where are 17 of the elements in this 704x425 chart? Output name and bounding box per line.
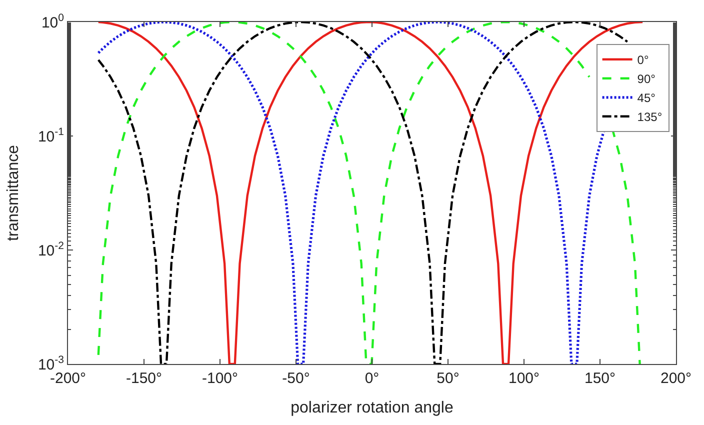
y-tick-label: 10$^{-2}$ <box>38 240 64 260</box>
x-axis-title: polarizer rotation angle <box>290 400 454 417</box>
y-tick-label: 10$^{0}$ <box>41 12 64 32</box>
x-tick-label: 0° <box>364 370 380 387</box>
x-tick-label: -50° <box>282 370 310 387</box>
x-tick-label: 150° <box>584 370 616 387</box>
legend-label: 45° <box>637 91 656 106</box>
y-axis-title: transmittance <box>4 144 22 242</box>
legend-label: 0° <box>637 53 649 68</box>
x-tick-label: 50° <box>436 370 460 387</box>
x-tick-label: 100° <box>508 370 540 387</box>
legend-label: 90° <box>637 72 656 86</box>
y-tick-label: 10$^{-1}$ <box>38 126 64 146</box>
x-tick-label: -100° <box>202 370 238 387</box>
x-tick-label: -150° <box>126 370 162 387</box>
x-tick-label: 200° <box>660 370 692 387</box>
legend-label: 135° <box>637 110 662 124</box>
